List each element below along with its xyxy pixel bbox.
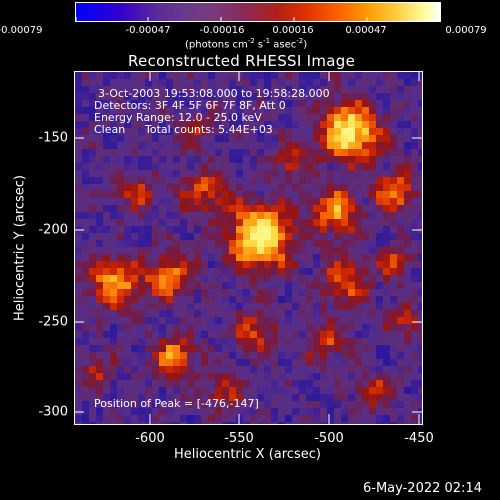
x-tick-label: -500 — [314, 431, 344, 446]
annotation-detectors: Detectors: 3F 4F 5F 6F 7F 8F, Att 0 — [94, 99, 286, 112]
plot-title: Reconstructed RHESSI Image — [128, 52, 356, 70]
colorbar-tick-label: -0.00016 — [199, 25, 245, 36]
colorbar-tick-label: 0.00016 — [272, 25, 314, 36]
x-tick-label: -600 — [135, 431, 165, 446]
footer-timestamp: 6-May-2022 02:14 — [363, 481, 482, 496]
annotation-time-range: 3-Oct-2003 19:53:08.000 to 19:58:28.000 — [98, 87, 330, 100]
y-tick-label: -200 — [38, 222, 68, 238]
x-tick-label: -450 — [404, 431, 434, 446]
colorbar — [75, 2, 441, 22]
annotation-peak: Position of Peak = [-476,-147] — [94, 397, 259, 410]
annotation-energy: Energy Range: 12.0 - 25.0 keV — [94, 111, 262, 124]
y-tick-label: -300 — [38, 404, 68, 420]
y-tick-label: -150 — [38, 130, 68, 146]
colorbar-tick-label: 0.00079 — [445, 25, 487, 36]
x-tick-label: -550 — [224, 431, 254, 446]
y-tick-label: -250 — [38, 314, 68, 330]
rhessi-image — [75, 72, 422, 424]
colorbar-tick-label: -0.00047 — [125, 25, 171, 36]
plot-axes — [74, 71, 423, 425]
colorbar-ticks — [75, 17, 441, 22]
colorbar-tick-label: 0.00047 — [345, 25, 387, 36]
annotation-total-counts: Total counts: 5.44E+03 — [145, 123, 273, 136]
y-axis-label: Heliocentric Y (arcsec) — [12, 175, 28, 321]
annotation-clean: Clean — [94, 123, 126, 136]
colorbar-units: (photons cm-2 s-1 asec-2) — [185, 37, 308, 51]
x-axis-label: Heliocentric X (arcsec) — [174, 447, 321, 462]
colorbar-tick-label: -0.00079 — [0, 25, 43, 36]
